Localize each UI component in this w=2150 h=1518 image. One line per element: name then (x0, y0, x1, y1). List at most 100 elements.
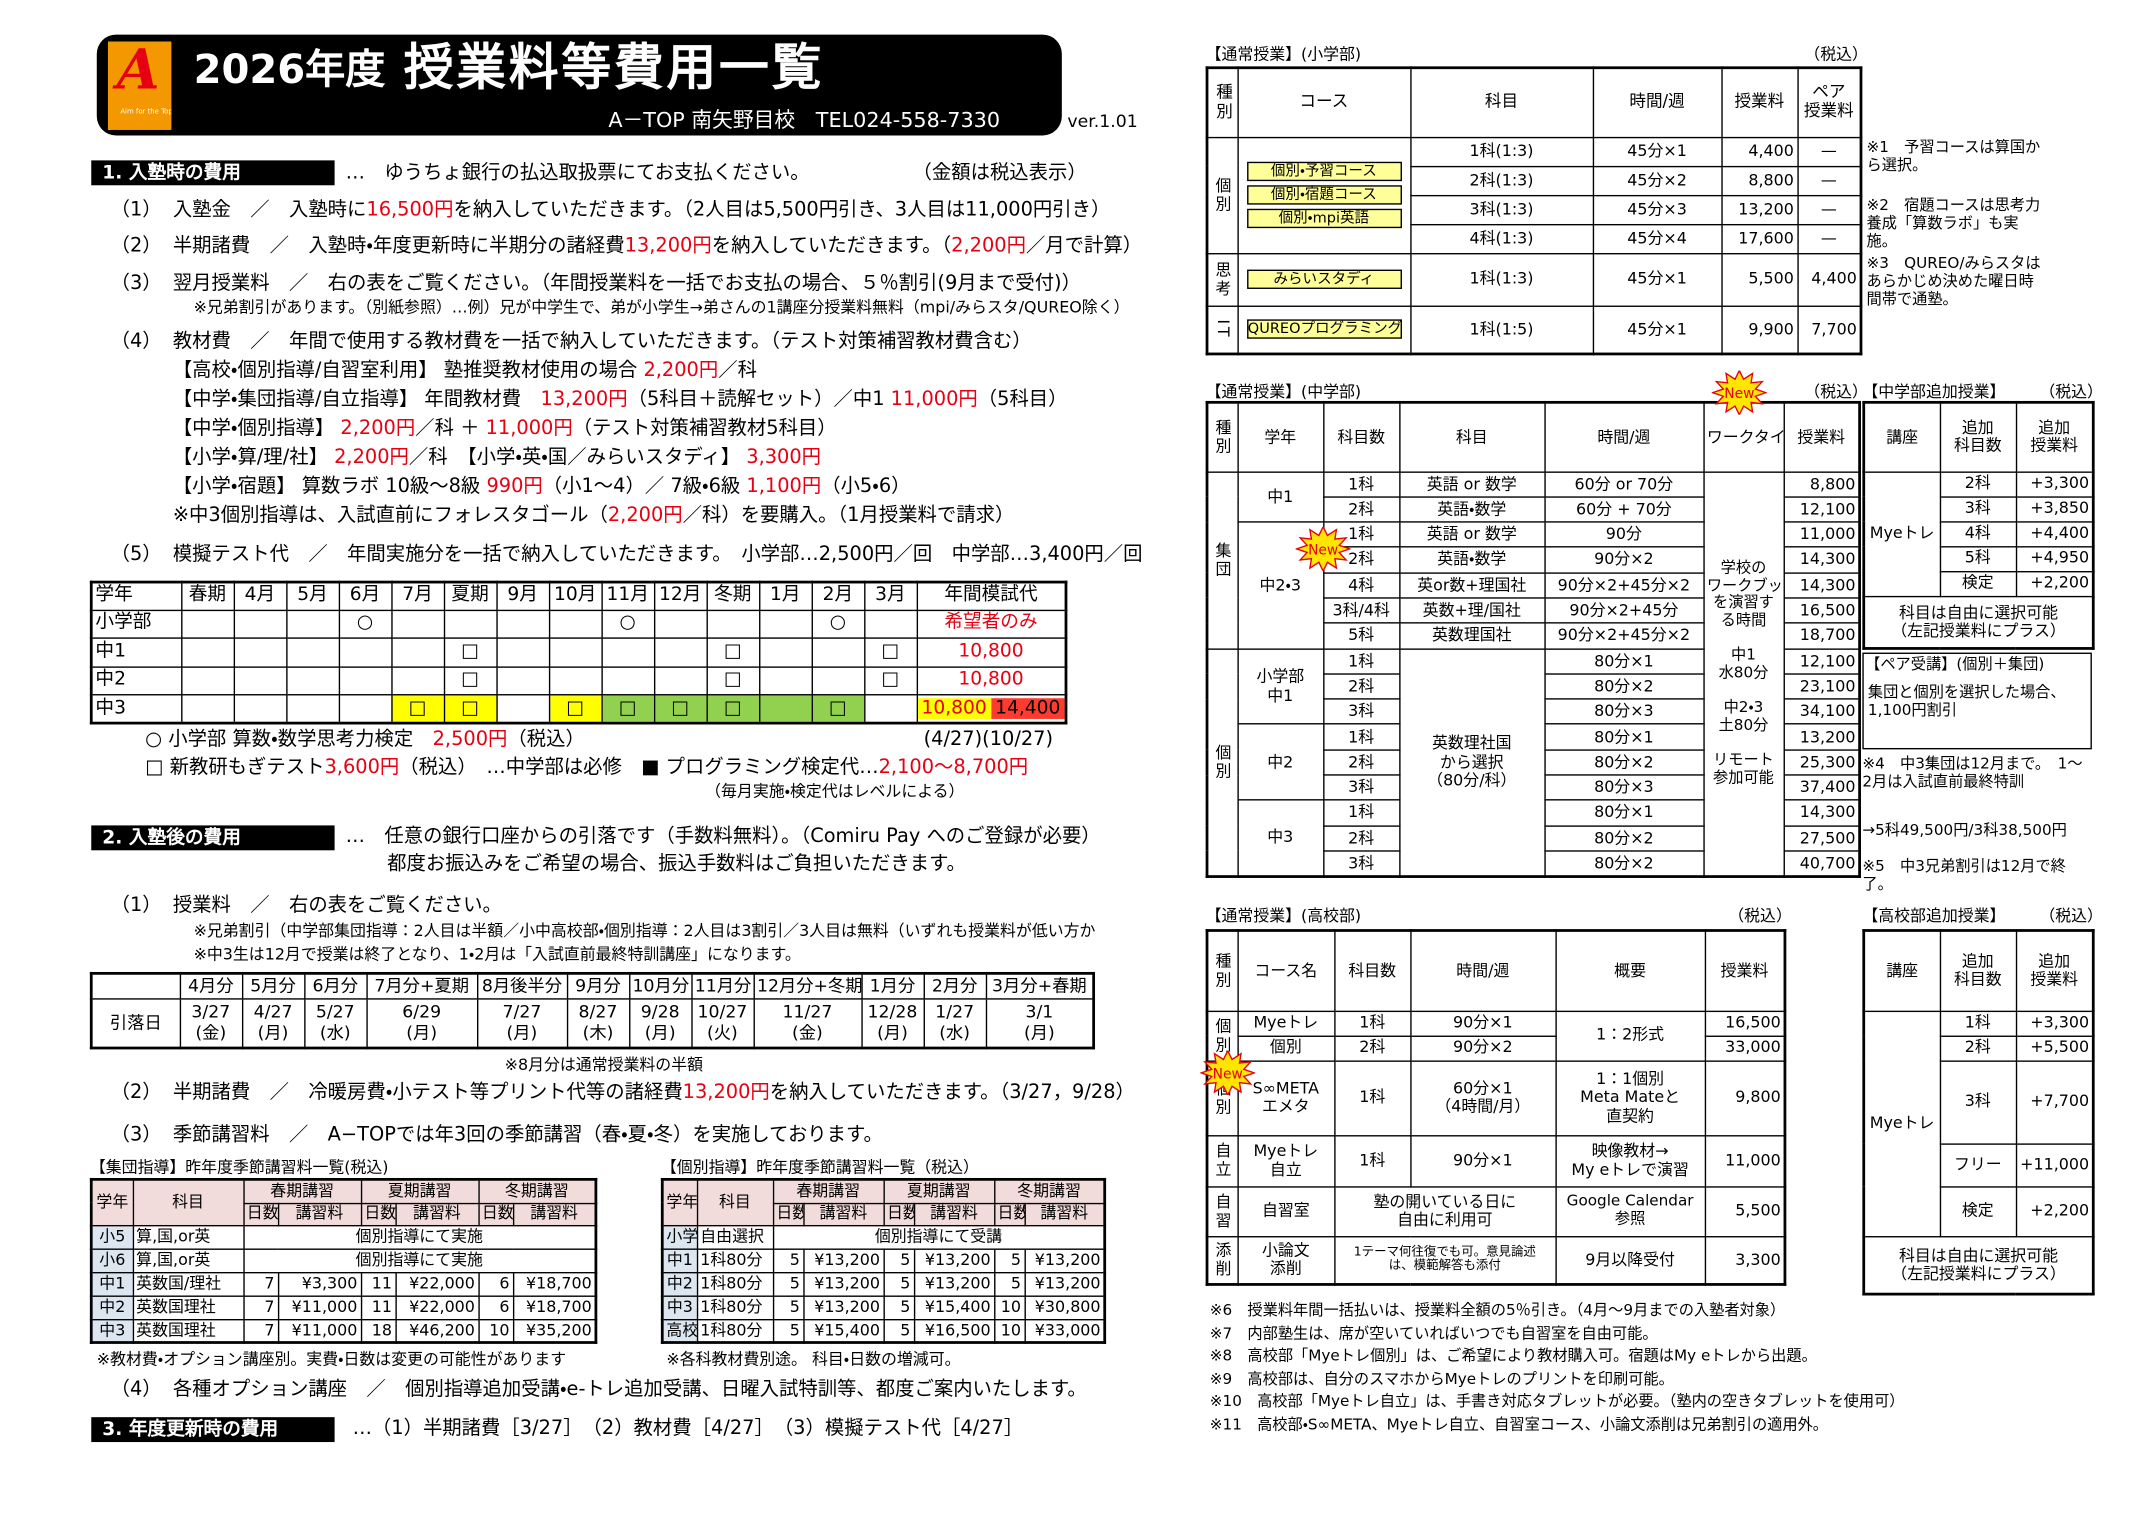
header-cell: 3月分+春期 (985, 972, 1095, 999)
table-cell: +11,000 (2015, 1142, 2094, 1187)
sibling-note: ※兄弟割引があります。（別紙参照）…例）兄が中学生で、弟が小学生→弟さんの1講座… (193, 297, 1130, 317)
header-cell: 日数 (242, 1202, 279, 1226)
table-row: 3科(1:3) 45分×3 13,200— (1207, 194, 1862, 225)
table-caption: 【通常授業】(高校部) (1205, 905, 1362, 925)
table-cell: 9,800 (1704, 1059, 1786, 1136)
footnote: ※6 授業料年間一括払いは、授業料全額の5％引き。（4月～9月までの入塾者対象） (1209, 1301, 1786, 1320)
table-cell: 80分×3 (1543, 774, 1705, 802)
text-segment: 授業料 ／ 右の表をご覧ください。 (172, 894, 502, 917)
table-cell: 引落日 (90, 997, 181, 1049)
table-cell (758, 609, 813, 639)
table-cell: 算,国,or英 (132, 1247, 245, 1273)
material-line: 【中学・個別指導】 2,200円／科 ＋ 11,000円（テスト対策補習教材5科… (173, 418, 837, 441)
table-cell: 個別指導にて実施 (242, 1224, 597, 1250)
table-cell: 個別 (1206, 136, 1239, 254)
table-cell: +2,200 (2015, 570, 2094, 597)
header-cell: 春期講習 (772, 1178, 885, 1204)
tax-note: （金額は税込表示） (912, 161, 1087, 184)
cell-line: る時間 (1720, 610, 1767, 629)
header-cell: 講座 (1863, 929, 1941, 1012)
logo: A Aim for the Top (107, 41, 172, 130)
table-row: 4科(1:3) 45分×4 17,600— (1207, 223, 1862, 254)
header-cell: 5月分 (241, 972, 305, 999)
table-cell: 37,400 (1782, 774, 1861, 802)
tax-label: （税込） (2039, 905, 2103, 925)
table-cell: 英数理社国 から選択 （80分/科） (1398, 647, 1546, 877)
cell-line: 授業料 (2030, 969, 2079, 989)
table-cell: 8/27 (木) (566, 997, 630, 1049)
table-cell: 個別・予習コース 個別・宿題コース 個別・mpi英語 (1236, 136, 1411, 254)
header-cell: 5月 (285, 581, 340, 611)
highlight-text: 13,200円 (624, 235, 712, 258)
cell-line: 14,400 (990, 697, 1065, 720)
badge-star (1200, 1050, 1256, 1096)
header-cell: 講習料 (913, 1202, 995, 1226)
table-cell: 90分×2+45分×2 (1543, 571, 1705, 599)
cell-line (1707, 735, 1780, 752)
table-cell (232, 665, 287, 696)
header-cell: 時間/週 (1409, 929, 1557, 1012)
table-cell: 中3 (90, 694, 182, 724)
table-cell: ○ (338, 609, 392, 639)
table-cell: ¥46,200 (394, 1318, 480, 1344)
table-cell: 英or数+理国社 (1398, 571, 1546, 599)
table-cell: ¥22,000 (394, 1294, 480, 1320)
header-cell: 時間/週 (1592, 67, 1723, 138)
table-cell: □ (548, 694, 603, 724)
text-segment: ／科 (718, 359, 757, 382)
material-line: 【中学・集団指導/自立指導】 年間教材費 13,200円（5科目＋読解セット）／… (173, 389, 1068, 412)
vertical-text: IT (1213, 319, 1234, 340)
cell-line: 11/27 (782, 1001, 833, 1023)
table-row: 中3 □ □ □ □ □ □ □ 10,800 14,400 (90, 694, 1067, 724)
header-cell: 講習料 (1023, 1202, 1106, 1226)
cell-line: (月) (644, 1021, 676, 1043)
table-cell (180, 665, 235, 696)
table-cell: 9/28 (月) (628, 997, 692, 1049)
table-cell: 90分×2 (1543, 546, 1705, 574)
cell-line: 追加 (2038, 417, 2071, 437)
table-cell: 45分×2 (1592, 165, 1723, 196)
table-row: 2科 80分×2 27,500 (1207, 824, 1861, 852)
vertical-text: 種別 (1214, 83, 1234, 123)
table-cell: □ (863, 637, 918, 668)
table-cell: 小6 (90, 1247, 134, 1273)
table-cell: 1：1個別 Meta Mateと 直契約 (1554, 1059, 1706, 1136)
table-cell: 高校 (661, 1318, 698, 1344)
table-cell: 9,900 (1720, 304, 1799, 355)
table-row: 学年 科目 春期講習 夏期講習 冬期講習 (90, 1178, 597, 1226)
item-number: （1） (110, 894, 162, 917)
table-row: 中1 □ □ □ 10,800 (90, 637, 1067, 668)
cell-line: 塾の開いている日に (1373, 1191, 1517, 1211)
table-cell: 中3 (90, 1318, 134, 1344)
table-row: 個別 Myeトレ 1科 90分×1 1：2形式 16,500 (1206, 1009, 1786, 1062)
cell-line: 授業料 (1803, 101, 1854, 121)
table-cell: 14,300 (1782, 571, 1861, 599)
table-row: 個別 小学部 中1 1科 英数理社国 から選択 （80分/科） 80分×1 12,100 (1206, 647, 1861, 877)
table-cell: +5,500 (2015, 1034, 2094, 1062)
table-cell: 英語・数学 (1398, 546, 1546, 574)
text-segment: ／科 【小学・英・国／みらいスタディ】 (408, 446, 747, 469)
exam-note: □ 新教研もぎテスト3,600円（税込） …中学部は必修 ■ プログラミング検定… (145, 756, 1028, 779)
school: A－TOP 南矢野目校 TEL024-558-7330 (608, 107, 1001, 133)
table-cell: 5,500 (1704, 1185, 1786, 1237)
table-cell: 11 (360, 1271, 397, 1297)
table-cell: □ (443, 694, 498, 724)
table-cell: 7 (242, 1271, 279, 1297)
footnote: ※8 高校部「Myeトレ個別」は、ご希望により教材購入可。宿題はMy eトレから… (1209, 1346, 1817, 1365)
cell-line: Google Calendar (1566, 1192, 1694, 1211)
table: 講座 追加 科目数 追加 授業料 Myeトレ 2科 +3,300 3科 +3,850 4科 +4,40… (1862, 400, 2095, 650)
table-cell: 1科(1:3) (1409, 252, 1594, 307)
table-cell: Myeトレ (1236, 1009, 1335, 1037)
table-cell (285, 609, 340, 639)
badge-star (1711, 370, 1767, 415)
footnote: ※7 内部塾生は、席が空いていればいつでも自習室を自由可能。 (1209, 1323, 1658, 1342)
table-row: 講座 追加 科目数 追加 授業料 (1863, 929, 2094, 1012)
table-cell: 小学部 中1 (1236, 647, 1324, 726)
cell-line: を演習す (1713, 593, 1774, 612)
table-cell (390, 609, 445, 639)
table-cell (495, 694, 550, 724)
table-cell: 算,国,or英 (132, 1224, 245, 1250)
highlight-text: 13,200円 (540, 388, 628, 411)
